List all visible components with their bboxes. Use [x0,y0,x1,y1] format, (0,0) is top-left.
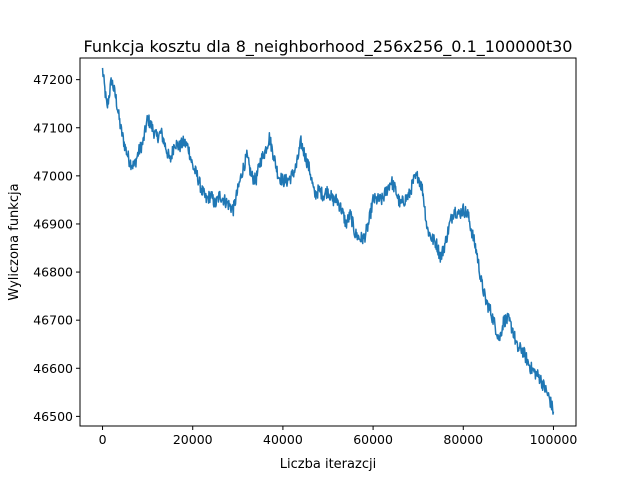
x-tick-label: 100000 [530,432,578,447]
x-tick-label: 20000 [173,432,213,447]
x-tick-label: 80000 [443,432,483,447]
x-tick-label: 40000 [263,432,303,447]
x-axis-title: Liczba iterazcji [280,457,376,472]
plot-area [101,67,555,415]
y-tick-label: 46500 [33,409,73,424]
y-tick-label: 47000 [33,168,73,183]
y-tick-label: 47100 [33,120,73,135]
x-tick-label: 0 [99,432,107,447]
y-tick-label: 46800 [33,265,73,280]
y-axis-title: Wyliczona funkcja [7,183,22,300]
axis-ticks: 0 20000 40000 60000 80000 100000 46500 46600 467… [33,72,577,447]
chart-title: Funkcja kosztu dla 8_neighborhood_256x25… [84,37,573,57]
y-tick-label: 46600 [33,361,73,376]
x-tick-label: 60000 [353,432,393,447]
plot-frame [79,57,577,427]
y-tick-label: 47200 [33,72,73,87]
y-tick-label: 46900 [33,216,73,231]
y-tick-label: 46700 [33,313,73,328]
series-line-0 [101,67,555,415]
